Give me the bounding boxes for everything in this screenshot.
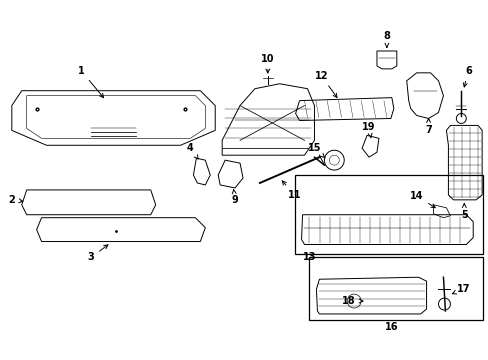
Text: 9: 9 [231,189,238,205]
Text: 13: 13 [302,252,316,262]
Text: 6: 6 [462,66,470,87]
Text: 18: 18 [342,296,362,306]
Text: 14: 14 [409,191,434,208]
Text: 16: 16 [385,322,398,332]
Text: 1: 1 [78,66,103,98]
Bar [309,257,482,320]
Text: 15: 15 [307,143,325,158]
Text: 3: 3 [88,245,108,262]
Text: 19: 19 [362,122,375,138]
Text: 17: 17 [451,284,469,294]
Text: 10: 10 [261,54,274,73]
Text: 4: 4 [187,143,198,159]
Text: 7: 7 [425,118,431,135]
Text: 11: 11 [282,181,301,200]
Text: 12: 12 [314,71,336,98]
Text: 2: 2 [8,195,23,205]
Text: 8: 8 [383,31,389,47]
Bar [294,175,482,255]
Text: 5: 5 [460,204,467,220]
